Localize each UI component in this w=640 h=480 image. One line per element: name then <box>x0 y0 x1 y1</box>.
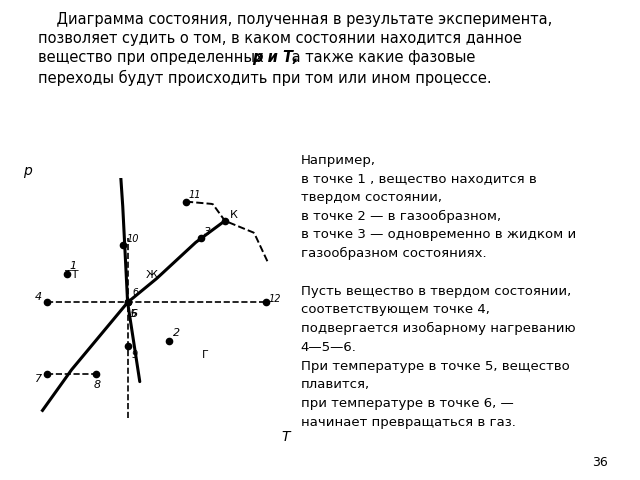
Text: твердом состоянии,: твердом состоянии, <box>301 191 442 204</box>
Text: в точке 2 — в газообразном,: в точке 2 — в газообразном, <box>301 210 501 223</box>
Text: при температуре в точке 6, —: при температуре в точке 6, — <box>301 397 513 410</box>
Text: б: б <box>132 288 139 299</box>
Text: в точке 3 — одновременно в жидком и: в точке 3 — одновременно в жидком и <box>301 228 576 241</box>
Text: 6: 6 <box>130 309 137 319</box>
Text: вещество при определенных: вещество при определенных <box>38 50 269 65</box>
Text: плавится,: плавится, <box>301 378 370 391</box>
Text: T: T <box>282 430 290 444</box>
Text: 7: 7 <box>35 373 42 384</box>
Text: Ж: Ж <box>146 270 158 280</box>
Text: Г: Г <box>202 349 209 360</box>
Text: 5: 5 <box>130 309 137 319</box>
Text: 36: 36 <box>592 456 608 469</box>
Text: 4—5—6.: 4—5—6. <box>301 341 356 354</box>
Text: 3: 3 <box>204 227 211 237</box>
Text: 1: 1 <box>69 261 76 271</box>
Text: Диаграмма состояния, полученная в результате эксперимента,: Диаграмма состояния, полученная в резуль… <box>38 12 553 27</box>
Text: При температуре в точке 5, вещество: При температуре в точке 5, вещество <box>301 360 570 372</box>
Text: в точке 1 , вещество находится в: в точке 1 , вещество находится в <box>301 172 536 185</box>
Text: Например,: Например, <box>301 154 376 167</box>
Text: 2: 2 <box>173 328 180 338</box>
Text: 12: 12 <box>269 294 281 304</box>
Text: К: К <box>230 210 237 220</box>
Text: 8: 8 <box>93 380 100 390</box>
Text: 11: 11 <box>188 190 201 200</box>
Text: начинает превращаться в газ.: начинает превращаться в газ. <box>301 416 516 429</box>
Text: переходы будут происходить при том или ином процессе.: переходы будут происходить при том или и… <box>38 70 492 86</box>
Text: 4: 4 <box>35 292 42 302</box>
Text: позволяет судить о том, в каком состоянии находится данное: позволяет судить о том, в каком состояни… <box>38 31 522 46</box>
Text: 10: 10 <box>127 234 139 244</box>
Text: газообразном состояниях.: газообразном состояниях. <box>301 247 486 260</box>
Text: ТТ: ТТ <box>65 270 79 280</box>
Text: р и Т,: р и Т, <box>252 50 299 65</box>
Text: 9: 9 <box>131 349 138 360</box>
Text: а также какие фазовые: а также какие фазовые <box>287 50 475 65</box>
Text: Пусть вещество в твердом состоянии,: Пусть вещество в твердом состоянии, <box>301 285 571 298</box>
Text: подвергается изобарному нагреванию: подвергается изобарному нагреванию <box>301 322 575 335</box>
Text: соответствующем точке 4,: соответствующем точке 4, <box>301 303 490 316</box>
Text: p: p <box>24 164 32 178</box>
